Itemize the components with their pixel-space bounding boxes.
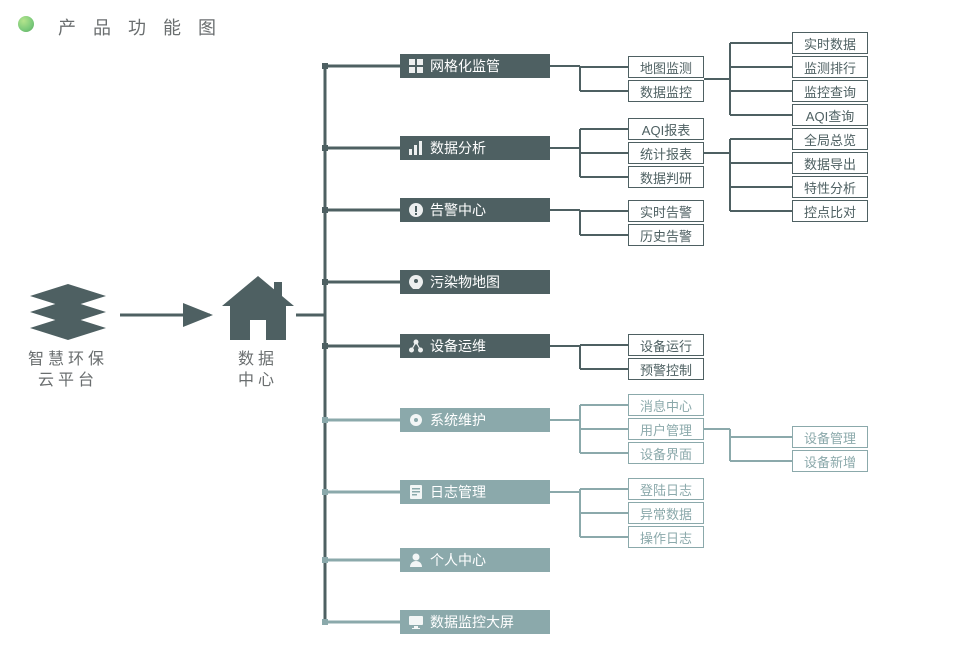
doc-icon	[408, 484, 424, 500]
l2-grid-0: 地图监测	[628, 56, 704, 78]
module-label: 数据分析	[430, 138, 486, 158]
l3-analyze-0: 全局总览	[792, 128, 868, 150]
l3-analyze-1: 数据导出	[792, 152, 868, 174]
module-pollute: 污染物地图	[400, 270, 550, 294]
root-label-line2: 云平台	[38, 372, 98, 389]
module-label: 设备运维	[430, 336, 486, 356]
l2-devops-1: 预警控制	[628, 358, 704, 380]
l2-devops-0: 设备运行	[628, 334, 704, 356]
l2-analyze-0: AQI报表	[628, 118, 704, 140]
module-label: 污染物地图	[430, 272, 500, 292]
module-grid: 网格化监管	[400, 54, 550, 78]
gear-icon	[408, 412, 424, 428]
module-label: 系统维护	[430, 410, 486, 430]
module-devops: 设备运维	[400, 334, 550, 358]
l3-grid-0: 实时数据	[792, 32, 868, 54]
alert-icon	[408, 202, 424, 218]
grid-icon	[408, 58, 424, 74]
root-label-line1: 智慧环保	[28, 351, 108, 368]
l2-analyze-1: 统计报表	[628, 142, 704, 164]
module-log: 日志管理	[400, 480, 550, 504]
l3-grid-2: 监控查询	[792, 80, 868, 102]
title-dot-icon	[18, 16, 34, 32]
dc-label-line2: 中心	[238, 372, 278, 389]
l2-alarm-0: 实时告警	[628, 200, 704, 222]
module-label: 数据监控大屏	[430, 612, 514, 632]
page-title: 产 品 功 能 图	[58, 14, 222, 40]
network-icon	[408, 338, 424, 354]
module-sys: 系统维护	[400, 408, 550, 432]
data-center-icon	[222, 276, 294, 349]
root-label: 智慧环保 云平台	[22, 350, 114, 392]
module-label: 网格化监管	[430, 56, 500, 76]
l3-sys-1: 设备新增	[792, 450, 868, 472]
l2-sys-2: 设备界面	[628, 442, 704, 464]
module-user: 个人中心	[400, 548, 550, 572]
pin-icon	[408, 274, 424, 290]
l2-analyze-2: 数据判研	[628, 166, 704, 188]
l3-sys-0: 设备管理	[792, 426, 868, 448]
data-center-label: 数据 中心	[230, 350, 286, 392]
l2-log-1: 异常数据	[628, 502, 704, 524]
chart-icon	[408, 140, 424, 156]
l2-sys-0: 消息中心	[628, 394, 704, 416]
l3-analyze-2: 特性分析	[792, 176, 868, 198]
module-label: 日志管理	[430, 482, 486, 502]
module-alarm: 告警中心	[400, 198, 550, 222]
l2-alarm-1: 历史告警	[628, 224, 704, 246]
module-label: 告警中心	[430, 200, 486, 220]
module-analyze: 数据分析	[400, 136, 550, 160]
l2-grid-1: 数据监控	[628, 80, 704, 102]
l3-grid-3: AQI查询	[792, 104, 868, 126]
l3-analyze-3: 控点比对	[792, 200, 868, 222]
monitor-icon	[408, 614, 424, 630]
l2-log-0: 登陆日志	[628, 478, 704, 500]
dc-label-line1: 数据	[238, 351, 278, 368]
l2-sys-1: 用户管理	[628, 418, 704, 440]
module-label: 个人中心	[430, 550, 486, 570]
module-screen: 数据监控大屏	[400, 610, 550, 634]
cloud-platform-icon	[28, 284, 108, 349]
l2-log-2: 操作日志	[628, 526, 704, 548]
person-icon	[408, 552, 424, 568]
l3-grid-1: 监测排行	[792, 56, 868, 78]
